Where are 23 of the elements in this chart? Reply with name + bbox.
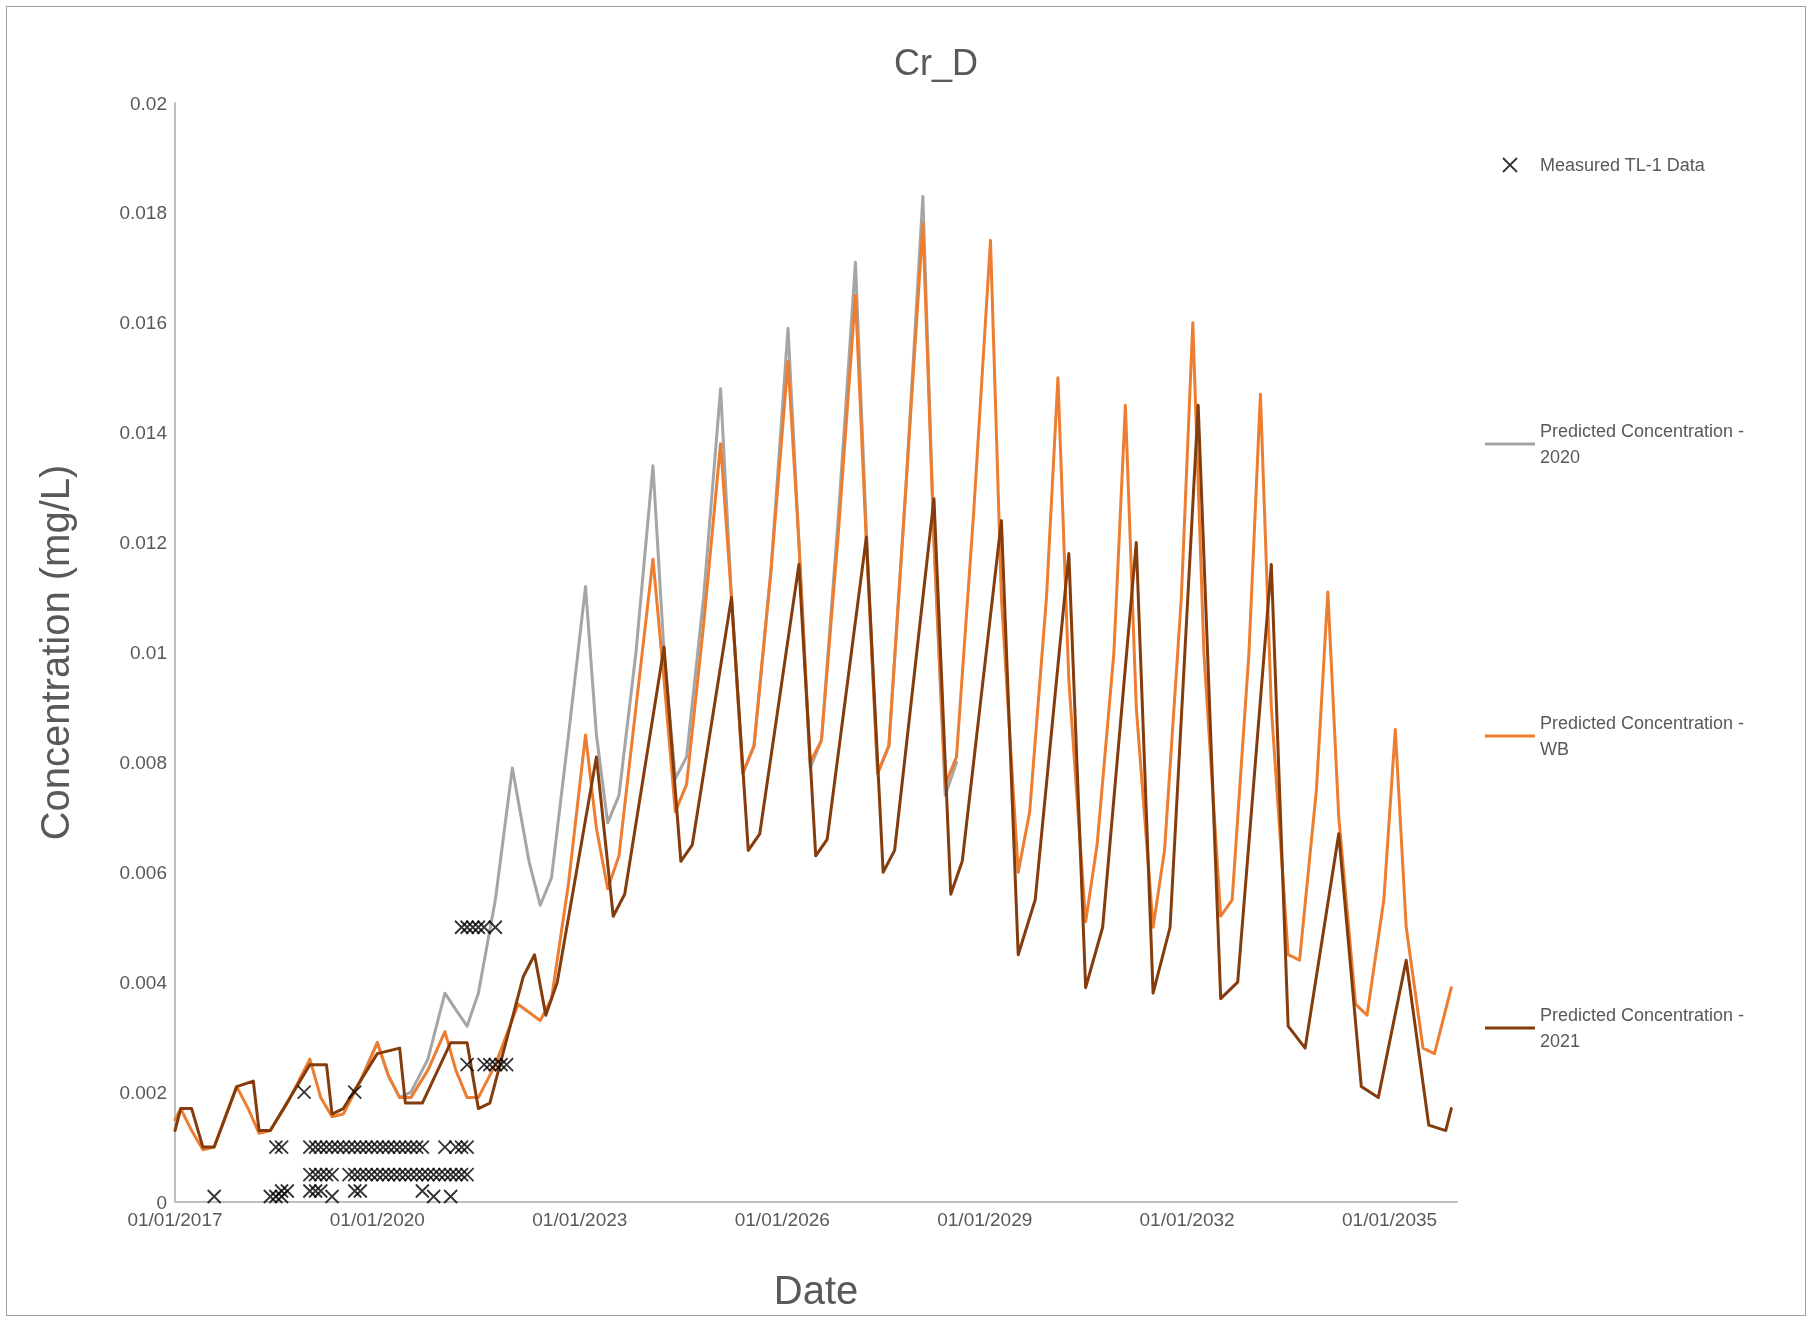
x-axis-title: Date: [773, 1268, 859, 1312]
y-tick-label: 0.018: [119, 202, 167, 224]
y-tick-label: 0.006: [119, 861, 167, 883]
x-tick-label: 01/01/2023: [532, 1209, 628, 1230]
x-tick-label: 01/01/2020: [329, 1209, 425, 1230]
legend-label: Predicted Concentration - 2020: [1540, 421, 1750, 467]
legend-label: Measured TL-1 Data: [1540, 155, 1706, 175]
y-tick-label: 0.02: [130, 92, 167, 114]
x-tick-label: 01/01/2029: [937, 1209, 1033, 1230]
y-axis-title: Concentration (mg/L): [33, 464, 77, 841]
y-tick-label: 0.008: [119, 751, 167, 773]
y-tick-label: 0.004: [119, 971, 168, 993]
y-tick-label: 0.01: [130, 642, 167, 663]
chart-title: Cr_D: [893, 41, 979, 83]
y-tick-label: 0.002: [119, 1081, 167, 1103]
y-tick-label: 0.012: [119, 532, 167, 554]
y-tick-label: 0.014: [119, 422, 168, 444]
x-tick-label: 01/01/2032: [1139, 1209, 1235, 1230]
x-tick-label: 01/01/2035: [1342, 1209, 1438, 1230]
x-tick-label: 01/01/2026: [734, 1209, 830, 1230]
y-tick-label: 0.016: [119, 312, 167, 334]
legend-label: Predicted Concentration - 2021: [1540, 1005, 1750, 1051]
legend-label: Predicted Concentration - WB: [1540, 713, 1750, 759]
